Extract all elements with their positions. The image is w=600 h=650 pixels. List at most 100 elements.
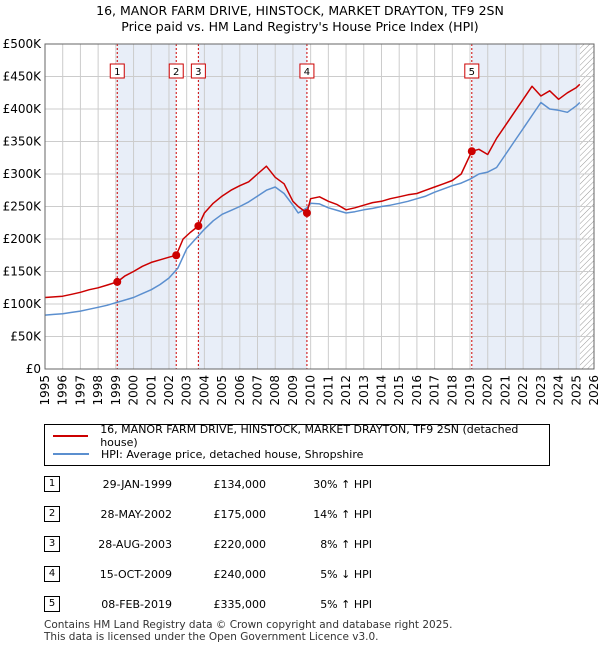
x-tick-label: 2022 [516,375,530,406]
table-row: 4 15-OCT-2009 £240,000 5% ↓ HPI [44,566,564,584]
y-tick-label: £400K [3,102,43,116]
sale-label-text: 4 [304,67,310,78]
y-tick-label: £500K [3,37,43,51]
sale-hpi-change: 14% ↑ HPI [313,508,372,521]
sale-point [194,222,203,230]
sale-point [113,277,122,286]
x-tick-label: 2018 [445,375,459,406]
sale-price: £175,000 [213,508,267,521]
sale-date: 29-JAN-1999 [102,478,172,491]
y-tick-label: £100K [3,297,43,311]
plot-frame [44,43,595,370]
sale-hpi-change: 5% ↓ HPI [320,568,372,581]
sale-hpi-change: 5% ↑ HPI [320,598,372,611]
x-tick-label: 1996 [56,375,70,406]
x-tick-label: 2016 [410,375,424,406]
x-tick-label: 2024 [552,375,566,406]
x-tick-label: 2026 [587,375,600,406]
sale-label-text: 1 [114,67,120,78]
x-tick-label: 2001 [144,375,158,406]
sale-number-badge: 3 [44,536,60,552]
sale-number-badge: 1 [44,476,60,492]
sale-label-box [109,63,125,79]
sale-label-text: 5 [469,67,475,78]
x-tick-label: 2013 [357,375,371,406]
x-tick-label: 2020 [481,375,495,406]
footer-copyright: Contains HM Land Registry data © Crown c… [44,619,453,631]
footer-licence: This data is licensed under the Open Gov… [44,631,379,643]
sale-price: £220,000 [213,538,267,551]
sale-price: £335,000 [213,598,267,611]
axes: £0 £50K £100K £150K £200K £250K £300K £350K £400… [3,37,600,406]
sale-label-box [168,63,184,79]
legend-swatch-hpi [53,453,89,455]
table-row: 1 29-JAN-1999 £134,000 30% ↑ HPI [44,476,564,494]
table-row: 2 28-MAY-2002 £175,000 14% ↑ HPI [44,506,564,524]
sale-label-box [299,63,315,79]
sale-label-box [190,63,206,79]
x-tick-label: 2003 [180,375,194,406]
sale-number-badge: 4 [44,566,60,582]
sale-label-text: 2 [173,67,179,78]
y-tick-label: £450K [3,70,43,84]
series-lines [44,83,581,316]
y-tick-label: £50K [10,330,42,344]
y-tick-label: £200K [3,232,43,246]
y-tick-label: £300K [3,167,43,181]
x-tick-label: 2019 [463,375,477,406]
x-tick-label: 2011 [321,375,335,406]
x-tick-label: 2006 [233,375,247,406]
x-tick-label: 2007 [251,375,265,406]
x-tick-label: 2017 [428,375,442,406]
sale-date: 15-OCT-2009 [99,568,172,581]
table-row: 3 28-AUG-2003 £220,000 8% ↑ HPI [44,536,564,554]
sale-markers: 1 2 3 4 5 [109,63,480,286]
legend-item-property: 16, MANOR FARM DRIVE, HINSTOCK, MARKET D… [53,423,549,449]
legend-item-hpi: HPI: Average price, detached house, Shro… [53,446,363,462]
y-tick-label: £150K [3,265,43,279]
x-tick-label: 2014 [374,375,388,406]
x-tick-label: 1995 [38,375,52,406]
x-tick-label: 2008 [268,375,282,406]
x-tick-label: 1997 [73,375,87,406]
sale-date: 28-MAY-2002 [100,508,172,521]
sale-point [467,147,476,156]
sale-label-box [464,63,480,79]
x-tick-label: 2002 [162,375,176,406]
y-tick-label: £350K [3,135,43,149]
x-tick-label: 2023 [534,375,548,406]
x-tick-label: 2025 [569,375,583,406]
x-tick-label: 1998 [91,375,105,406]
x-tick-label: 2009 [286,375,300,406]
sale-number-badge: 2 [44,506,60,522]
x-tick-label: 2021 [498,375,512,406]
y-tick-label: £250K [3,200,43,214]
sale-hpi-change: 30% ↑ HPI [313,478,372,491]
y-tick-label: £0 [26,362,41,376]
sale-label-text: 3 [195,67,201,78]
x-tick-label: 2015 [392,375,406,406]
chart-subtitle: Price paid vs. HM Land Registry's House … [121,19,479,34]
legend-label-hpi: HPI: Average price, detached house, Shro… [101,447,364,461]
x-tick-label: 2000 [127,375,141,406]
x-tick-label: 2010 [304,375,318,406]
table-row: 5 08-FEB-2019 £335,000 5% ↑ HPI [44,596,564,614]
sale-price: £240,000 [213,568,267,581]
sale-price: £134,000 [213,478,267,491]
sale-point [302,209,311,217]
price-chart: 1 2 3 4 5 £0 £50K £100K £150K £200K £250K £300K £35… [3,37,600,406]
x-tick-label: 1999 [109,375,123,406]
legend-label-property: 16, MANOR FARM DRIVE, HINSTOCK, MARKET D… [100,423,519,449]
sale-date: 08-FEB-2019 [101,598,172,611]
x-tick-label: 2005 [215,375,229,406]
chart-title: 16, MANOR FARM DRIVE, HINSTOCK, MARKET D… [96,3,504,18]
series-line-property [44,83,581,299]
sale-point [172,251,181,260]
sale-date: 28-AUG-2003 [98,538,172,551]
sale-hpi-change: 8% ↑ HPI [320,538,372,551]
x-tick-label: 2004 [197,375,211,406]
sale-number-badge: 5 [44,596,60,612]
series-line-hpi [44,101,581,316]
x-tick-label: 2012 [339,375,353,406]
legend: 16, MANOR FARM DRIVE, HINSTOCK, MARKET D… [44,423,550,466]
